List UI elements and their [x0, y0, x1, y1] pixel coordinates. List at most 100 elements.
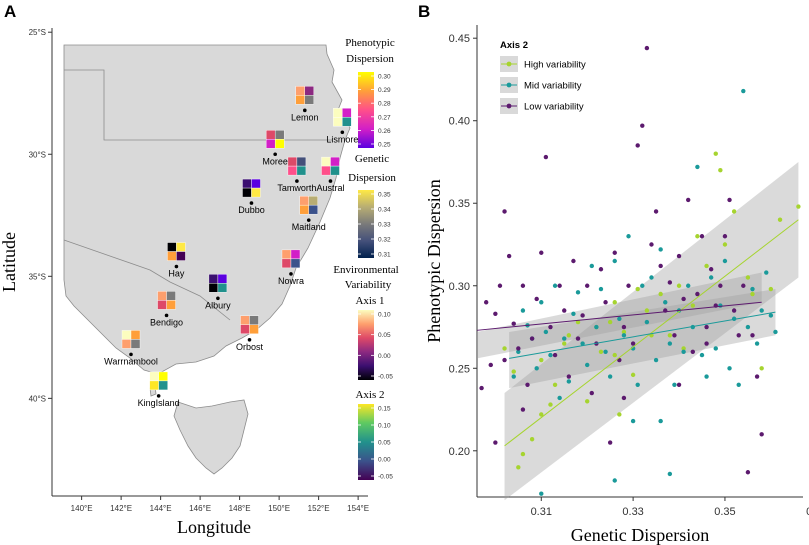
scatter-point: [731, 209, 737, 214]
city-point: [273, 152, 277, 157]
map-panel: 140°E 142°E 144°E 146°E 148°E 150°E 152°E 154°E…: [0, 28, 369, 537]
legend-tick-label: 0.28: [378, 101, 391, 108]
scatter-point: [497, 283, 503, 288]
scatter-point: [612, 300, 617, 305]
legend-tick-label: 0.27: [378, 114, 391, 121]
panel-a-letter: A: [4, 2, 16, 21]
panel-b-letter: B: [418, 2, 430, 21]
scatter-point: [552, 382, 558, 387]
regression-line: [476, 301, 762, 331]
city-glyph-cell: [342, 108, 352, 118]
scatter-point: [676, 253, 682, 259]
scatter-point: [525, 382, 530, 387]
city-point: [129, 352, 133, 357]
scatter-point: [722, 234, 728, 239]
city-glyph-cell: [217, 283, 228, 293]
scatter-point: [658, 418, 663, 424]
legend-key-point: [506, 82, 512, 88]
legend-tick-label: 0.33: [378, 222, 391, 229]
map-y-tick-label: 40°S: [29, 394, 46, 403]
legend-environmental: Environmental Variability Axis 1 0.10 0.0…: [333, 264, 398, 481]
city-marker: Orbost: [236, 315, 264, 352]
scatter-point: [686, 283, 691, 288]
scatter-point: [708, 267, 714, 272]
city-marker: Maitland: [292, 195, 326, 232]
legend-tick-label: 0.25: [378, 142, 391, 149]
scatter-point: [548, 352, 553, 358]
scatter-point: [630, 341, 636, 346]
confidence-band: [509, 289, 776, 389]
legend-env-heading-1: Environmental: [333, 264, 398, 276]
scatter-point: [640, 283, 645, 288]
scatter-point: [580, 341, 585, 346]
scatter-point: [644, 45, 650, 51]
city-glyph-cell: [242, 187, 252, 198]
scatter-point: [649, 242, 654, 247]
scatter-point: [718, 303, 723, 308]
scatter-point: [566, 333, 572, 338]
scatter-point: [658, 291, 663, 297]
city-glyph-cell: [167, 251, 177, 261]
city-glyph-cell: [208, 274, 219, 284]
scatter-point: [607, 440, 613, 445]
scatter-point: [621, 395, 627, 401]
scatter-point: [796, 204, 801, 209]
scatter-point: [589, 263, 594, 269]
legend-tick-label: -0.05: [378, 474, 393, 481]
scatter-point: [548, 324, 553, 330]
legend-axis1-colorbar: [358, 310, 374, 380]
city-glyph-cell: [242, 178, 252, 189]
scatter-point: [584, 362, 590, 368]
legend-entry-label: Low variability: [524, 102, 584, 113]
scatter-point: [543, 329, 549, 335]
scatter-point: [681, 346, 686, 351]
scatter-x-tick-label: 0.31: [531, 506, 552, 518]
scatter-point: [690, 349, 696, 354]
scatter-point: [612, 250, 617, 255]
scatter-point: [672, 382, 677, 387]
scatter-point: [580, 313, 585, 318]
legend-axis2-title: Axis 2: [355, 389, 384, 401]
scatter-point: [543, 154, 549, 160]
scatter-point: [557, 395, 562, 401]
scatter-point: [511, 369, 516, 374]
city-point: [156, 394, 161, 398]
scatter-point: [520, 308, 526, 313]
city-glyph-cell: [296, 156, 307, 167]
scatter-point: [511, 321, 516, 326]
scatter-point: [695, 164, 700, 170]
scatter-point: [630, 418, 636, 424]
scatter-point: [630, 372, 636, 378]
city-glyph-cell: [167, 242, 177, 252]
scatter-point: [603, 349, 608, 354]
city-glyph-cell: [299, 204, 309, 215]
scatter-point: [516, 349, 521, 354]
scatter-point: [667, 280, 673, 285]
map-x-tick-label: 146°E: [189, 504, 211, 513]
city-marker: Dubbo: [238, 178, 265, 215]
city-glyph-cell: [333, 108, 343, 118]
scatter-point: [621, 324, 627, 330]
scatter-x-tick-label: 0.33: [622, 506, 643, 518]
city-glyph-cell: [240, 324, 250, 334]
scatter-y-tick-label: 0.20: [449, 446, 470, 458]
scatter-point: [571, 258, 576, 264]
city-glyph-cell: [308, 204, 318, 215]
city-glyph-cell: [342, 117, 352, 127]
city-glyph-cell: [295, 95, 305, 105]
city-label: Warrnambool: [104, 356, 158, 366]
city-glyph-cell: [290, 249, 301, 260]
scatter-point: [653, 209, 659, 214]
scatter-point: [520, 451, 526, 457]
scatter-point: [502, 209, 507, 214]
scatter-point: [566, 374, 572, 379]
city-point: [164, 313, 169, 318]
city-point: [174, 264, 179, 269]
legend-tick-label: 0.10: [378, 312, 391, 319]
map-x-tick-label: 150°E: [268, 504, 290, 513]
city-label: Lemon: [291, 112, 319, 122]
scatter-point: [754, 374, 760, 379]
city-point: [247, 337, 252, 342]
legend-tick-label: 0.35: [378, 192, 391, 199]
